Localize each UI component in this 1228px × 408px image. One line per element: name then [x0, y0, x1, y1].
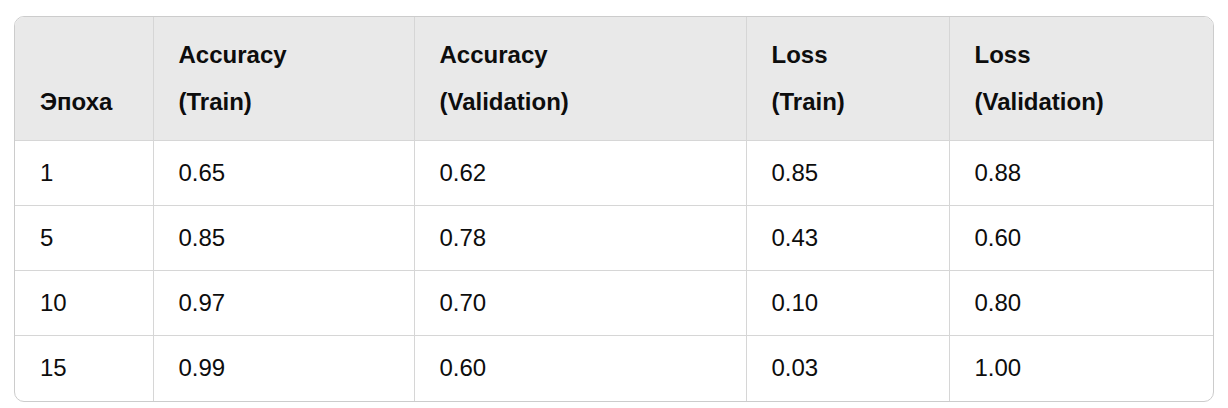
table-row: 10 0.97 0.70 0.10 0.80: [15, 271, 1214, 336]
metrics-table: Эпоха Accuracy (Train) Accuracy (Validat…: [15, 17, 1214, 401]
cell-loss-train: 0.43: [746, 206, 949, 271]
cell-epoch: 10: [15, 271, 153, 336]
header-cell-loss-validation: Loss (Validation): [949, 17, 1214, 141]
header-subtitle: (Train): [179, 78, 402, 125]
header-title: Accuracy: [440, 31, 734, 78]
header-subtitle: (Validation): [975, 78, 1204, 125]
cell-accuracy-validation: 0.60: [414, 336, 746, 401]
cell-accuracy-validation: 0.78: [414, 206, 746, 271]
header-row: Эпоха Accuracy (Train) Accuracy (Validat…: [15, 17, 1214, 141]
header-cell-epoch: Эпоха: [15, 17, 153, 141]
cell-accuracy-train: 0.65: [153, 141, 414, 206]
table-row: 5 0.85 0.78 0.43 0.60: [15, 206, 1214, 271]
cell-loss-validation: 0.80: [949, 271, 1214, 336]
header-subtitle: (Validation): [440, 78, 734, 125]
header-cell-accuracy-validation: Accuracy (Validation): [414, 17, 746, 141]
table-row: 1 0.65 0.62 0.85 0.88: [15, 141, 1214, 206]
header-title: Accuracy: [179, 31, 402, 78]
cell-loss-validation: 0.88: [949, 141, 1214, 206]
table-row: 15 0.99 0.60 0.03 1.00: [15, 336, 1214, 401]
cell-epoch: 15: [15, 336, 153, 401]
header-title: Loss: [772, 31, 937, 78]
header-title: Эпоха: [40, 78, 141, 125]
cell-loss-validation: 0.60: [949, 206, 1214, 271]
cell-epoch: 1: [15, 141, 153, 206]
cell-loss-train: 0.10: [746, 271, 949, 336]
cell-loss-train: 0.85: [746, 141, 949, 206]
cell-loss-train: 0.03: [746, 336, 949, 401]
cell-loss-validation: 1.00: [949, 336, 1214, 401]
cell-accuracy-validation: 0.70: [414, 271, 746, 336]
cell-epoch: 5: [15, 206, 153, 271]
metrics-table-container: Эпоха Accuracy (Train) Accuracy (Validat…: [14, 16, 1214, 402]
header-cell-accuracy-train: Accuracy (Train): [153, 17, 414, 141]
header-cell-loss-train: Loss (Train): [746, 17, 949, 141]
header-subtitle: (Train): [772, 78, 937, 125]
cell-accuracy-train: 0.85: [153, 206, 414, 271]
header-title: Loss: [975, 31, 1204, 78]
cell-accuracy-train: 0.97: [153, 271, 414, 336]
cell-accuracy-train: 0.99: [153, 336, 414, 401]
cell-accuracy-validation: 0.62: [414, 141, 746, 206]
